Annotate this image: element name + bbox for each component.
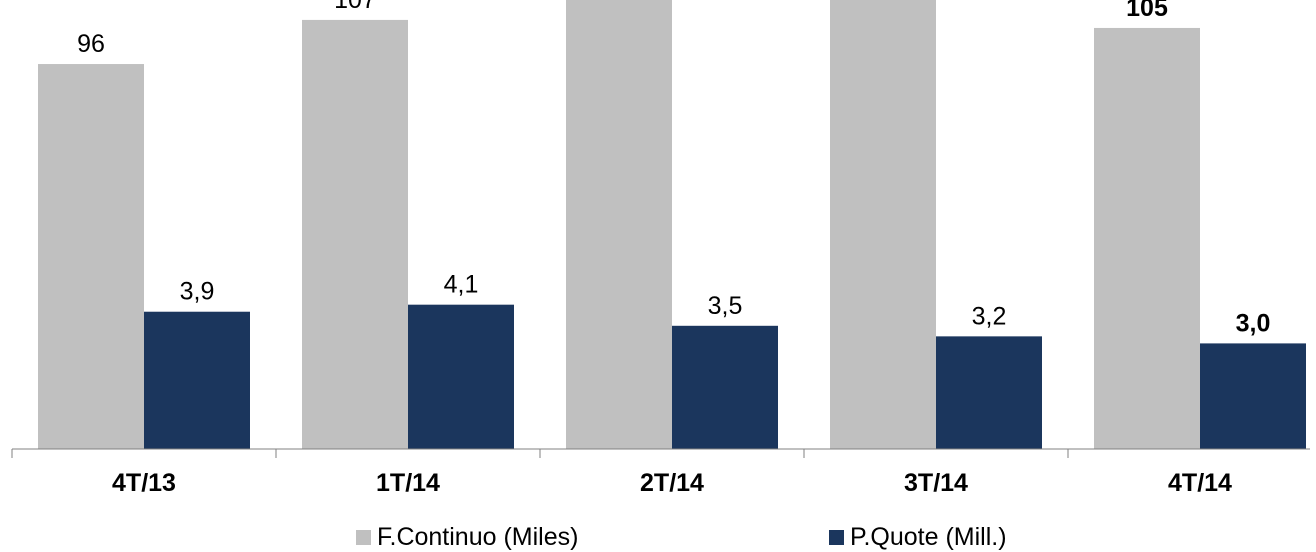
- bar-pquote-2: [672, 325, 778, 449]
- bar-fcontinuo-3: [830, 0, 936, 449]
- bar-fcontinuo-4: [1094, 27, 1200, 449]
- bar-pquote-4: [1200, 343, 1306, 449]
- value-label-fcontinuo-1: 107: [334, 0, 376, 14]
- bar-pquote-1: [408, 304, 514, 449]
- bar-fcontinuo-2: [566, 0, 672, 450]
- value-label-pquote-0: 3,9: [180, 278, 215, 306]
- value-label-pquote-2: 3,5: [708, 292, 743, 320]
- value-label-pquote-4: 3,0: [1236, 309, 1271, 337]
- bar-pquote-0: [144, 311, 250, 449]
- bar-pquote-3: [936, 336, 1042, 449]
- category-label-3: 3T/14: [904, 469, 968, 497]
- bars-layer: [38, 0, 1306, 450]
- legend: F.Continuo (Miles) P.Quote (Mill.): [356, 523, 1007, 551]
- category-label-4: 4T/14: [1168, 469, 1232, 497]
- category-label-0: 4T/13: [112, 469, 176, 497]
- category-label-2: 2T/14: [640, 469, 704, 497]
- legend-swatch-0: [356, 530, 371, 545]
- value-label-fcontinuo-4: 105: [1126, 0, 1168, 22]
- legend-label-1: P.Quote (Mill.): [850, 523, 1007, 551]
- legend-label-0: F.Continuo (Miles): [377, 523, 578, 551]
- bar-fcontinuo-0: [38, 64, 144, 449]
- bar-fcontinuo-1: [302, 19, 408, 450]
- x-axis: [11, 448, 1310, 458]
- value-label-fcontinuo-0: 96: [77, 30, 105, 58]
- legend-swatch-1: [829, 530, 844, 545]
- value-label-pquote-1: 4,1: [444, 271, 479, 299]
- value-label-pquote-3: 3,2: [972, 302, 1007, 330]
- category-label-1: 1T/14: [376, 469, 440, 497]
- category-labels-layer: 4T/13 1T/14 2T/14 3T/14 4T/14: [112, 469, 1232, 497]
